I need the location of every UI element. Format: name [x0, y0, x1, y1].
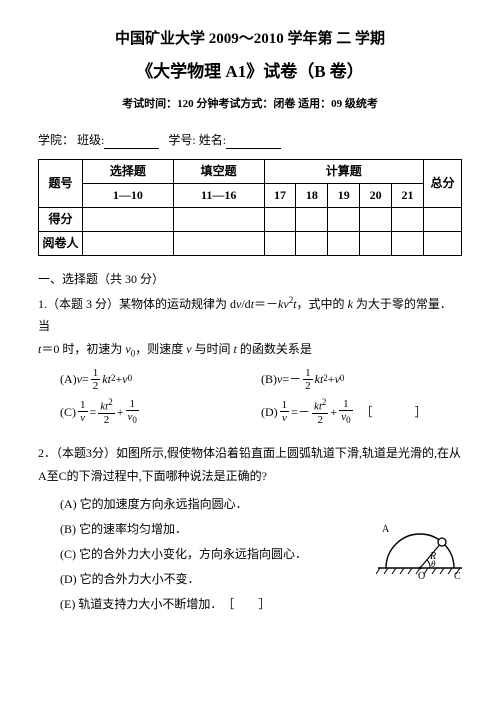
cell-blank: [296, 207, 328, 231]
q2-body: (A) 它的加速度方向永远指向圆心． (B) 它的速率均匀增加． (C) 它的合…: [38, 492, 462, 618]
opt-label: (A): [60, 370, 77, 388]
q1-text: 的函数关系是: [237, 342, 312, 356]
cell-blank: [424, 231, 462, 255]
opt-label: (C): [60, 403, 76, 421]
th-fill: 填空题: [173, 159, 264, 183]
eq: =: [90, 403, 97, 421]
score-table: 题号 选择题 填空题 计算题 总分 1—10 11—16 17 18 19 20…: [38, 159, 462, 256]
cell-blank: [296, 231, 328, 255]
opt-label: (D): [261, 403, 278, 421]
q2-diagram: A O R C θ: [376, 518, 468, 595]
label-school: 学院：: [38, 133, 74, 147]
cell-blank: [328, 207, 360, 231]
opt-label: (B): [261, 370, 277, 388]
q1-options: (A) v = 12kt2 + v0 (B) v = － 12kt2 + v0 …: [60, 367, 462, 432]
cell-blank: [83, 231, 174, 255]
diagram-label-o: O: [418, 571, 425, 582]
cell-21: 21: [392, 183, 424, 207]
cell-blank: [173, 231, 264, 255]
cell-blank: [360, 231, 392, 255]
diagram-label-a: A: [382, 524, 390, 535]
th-choice: 选择题: [83, 159, 174, 183]
diagram-label-c: C: [454, 571, 461, 582]
q1-text: ＝－: [254, 297, 278, 311]
cell-blank: [392, 231, 424, 255]
minus: －: [289, 370, 301, 388]
header-meta: 考试时间：120 分钟考试方式：闭卷 适用：09 级统考: [38, 96, 462, 113]
q1-text: 1.（本题 3 分）某物体的运动规律为 d: [38, 297, 236, 311]
cell-blank: [264, 231, 296, 255]
q1-opt-b: (B) v = － 12kt2 + v0: [261, 367, 462, 392]
th-calc: 计算题: [264, 159, 423, 183]
label-class: 班级:: [77, 133, 104, 147]
q2-line1: 2．（本题3分）如图所示,假使物体沿着铅直面上圆弧轨道下滑,轨道是光滑的,在从: [38, 446, 461, 460]
cell-18: 18: [296, 183, 328, 207]
cell-blank: [83, 207, 174, 231]
diagram-label-theta: θ: [431, 559, 436, 569]
cell-blank: [328, 231, 360, 255]
cell-blank: [173, 207, 264, 231]
q1-opt-a: (A) v = 12kt2 + v0: [60, 367, 261, 392]
q2-opt-e: (E) 轨道支持力大小不断增加． ［ ］: [60, 592, 462, 617]
cell-blank: [264, 207, 296, 231]
q1-stem: 1.（本题 3 分）某物体的运动规律为 dv/dt＝－kv2t，式中的 k 为大…: [38, 292, 462, 363]
blank-name[interactable]: [226, 135, 281, 149]
eq: =: [291, 403, 298, 421]
cell-19: 19: [328, 183, 360, 207]
q2-line2: A至C的下滑过程中,下面哪种说法是正确的?: [38, 469, 267, 483]
row-score-label: 得分: [39, 207, 83, 231]
q1-text: /d: [241, 297, 250, 311]
header-line2: 《大学物理 A1》试卷（B 卷）: [38, 59, 462, 85]
q1-opt-d: (D) 1v = － kt22 + 1v0 ［ ］: [261, 398, 462, 426]
q2-opt-a: (A) 它的加速度方向永远指向圆心．: [60, 492, 462, 517]
header-line1: 中国矿业大学 2009～2010 学年第 二 学期: [38, 28, 462, 51]
plus: +: [117, 403, 124, 421]
label-name: 姓名:: [199, 133, 226, 147]
eq: =: [82, 370, 89, 388]
student-info-row: 学院： 班级: 学号: 姓名:: [38, 131, 462, 149]
th-total: 总分: [424, 159, 462, 207]
q1-text: ，则速度: [135, 342, 186, 356]
answer-bracket: ［ ］: [361, 403, 433, 421]
cell-20: 20: [360, 183, 392, 207]
cell-1-10: 1—10: [83, 183, 174, 207]
plus: +: [330, 403, 337, 421]
cell-17: 17: [264, 183, 296, 207]
q2-stem: 2．（本题3分）如图所示,假使物体沿着铅直面上圆弧轨道下滑,轨道是光滑的,在从 …: [38, 442, 462, 488]
q1-text: ，式中的: [297, 297, 348, 311]
label-id: 学号:: [168, 133, 195, 147]
plus: +: [328, 370, 335, 388]
section-1-heading: 一、选择题（共 30 分）: [38, 270, 462, 288]
row-grader-label: 阅卷人: [39, 231, 83, 255]
eq: =: [282, 370, 289, 388]
minus: －: [298, 403, 310, 421]
cell-blank: [360, 207, 392, 231]
plus: +: [115, 370, 122, 388]
th-number: 题号: [39, 159, 83, 207]
q1-text: 与时间: [192, 342, 234, 356]
q1-opt-c: (C) 1v = kt22 + 1v0: [60, 398, 261, 426]
blank-class[interactable]: [104, 135, 159, 149]
q1-text: ＝0 时，初速为: [41, 342, 125, 356]
cell-blank: [424, 207, 462, 231]
cell-11-16: 11—16: [173, 183, 264, 207]
cell-blank: [392, 207, 424, 231]
